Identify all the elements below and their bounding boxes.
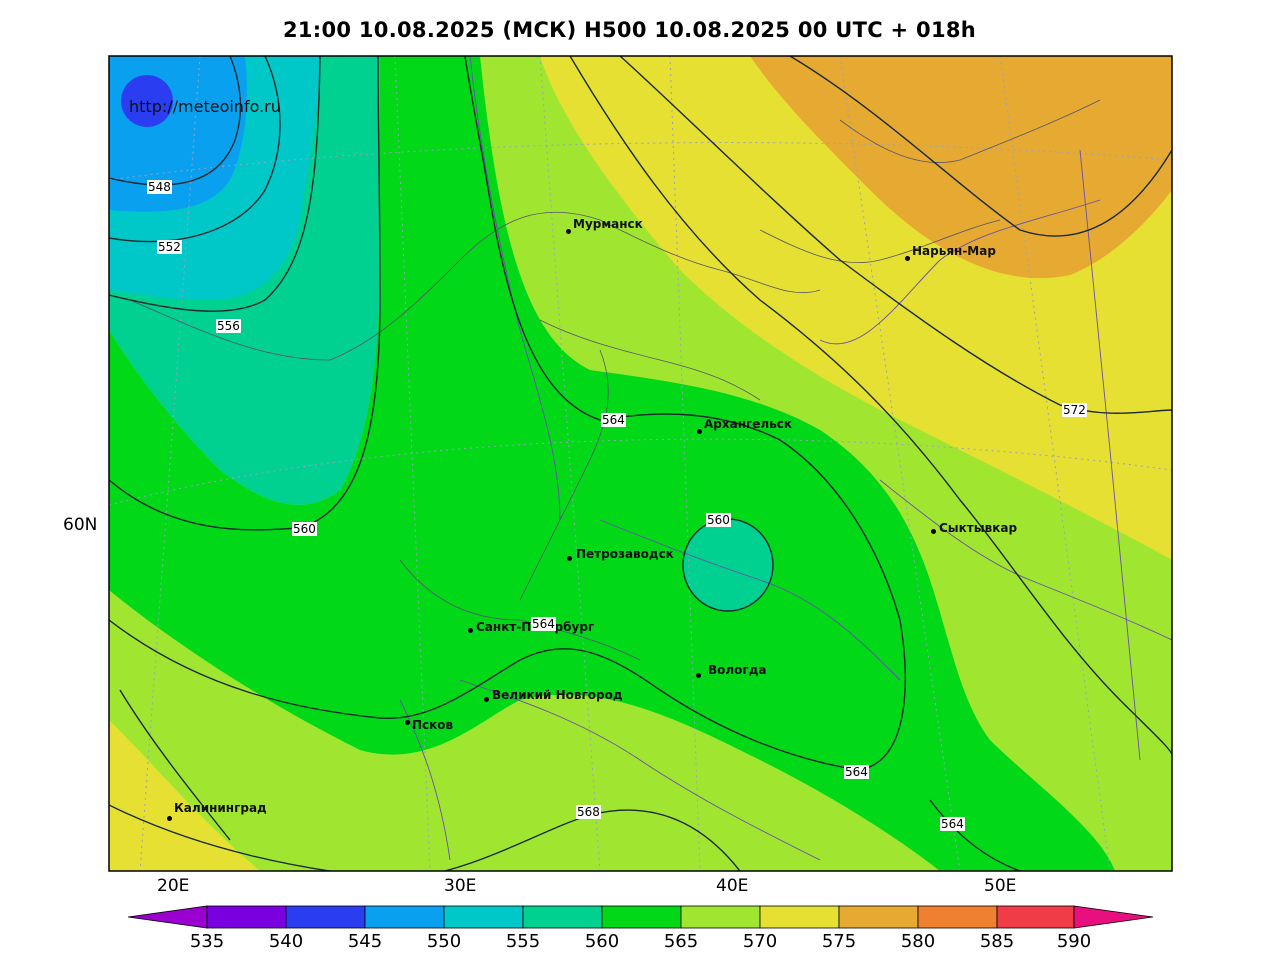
admin-borders — [399, 56, 1172, 861]
fill-580 — [750, 56, 1172, 279]
colorbar-cell — [285, 905, 366, 929]
colorbar-label: 545 — [347, 931, 383, 952]
colorbar-label: 550 — [426, 931, 462, 952]
city-veliky-novgorod: Великий Новгород — [492, 688, 623, 702]
contour-label: 548 — [147, 180, 172, 194]
colorbar-label: 540 — [268, 931, 304, 952]
city-arkhangelsk: Архангельск — [704, 417, 793, 431]
colorbar-cell — [601, 905, 682, 929]
contour-label: 552 — [157, 240, 182, 254]
colorbar-cell — [838, 905, 919, 929]
colorbar-label: 560 — [584, 931, 620, 952]
city-marker — [905, 256, 910, 261]
city-marker — [468, 628, 473, 633]
map-title: 21:00 10.08.2025 (МСК) H500 10.08.2025 0… — [282, 18, 977, 42]
fill-545 — [121, 75, 173, 127]
lon-label-30e: 30E — [444, 876, 477, 896]
city-vologda: Вологда — [708, 663, 767, 677]
city-petrozavodsk: Петрозаводск — [576, 547, 674, 561]
map-fill-layer — [109, 56, 1172, 871]
colorbar-label: 555 — [505, 931, 541, 952]
contour-label: 564 — [940, 817, 965, 831]
colorbar-label: 575 — [821, 931, 857, 952]
colorbar-label: 580 — [900, 931, 936, 952]
city-marker — [931, 529, 936, 534]
city-pskov: Псков — [412, 718, 454, 732]
city-marker — [567, 556, 572, 561]
source-url: http://meteoinfo.ru — [129, 97, 281, 116]
colorbar-label: 585 — [979, 931, 1015, 952]
contour-label: 556 — [216, 319, 241, 333]
colorbar-cell — [996, 905, 1075, 929]
colorbar-cell — [206, 905, 287, 929]
contour-label: 560 — [292, 522, 317, 536]
colorbar-label: 590 — [1056, 931, 1092, 952]
contour-label: 568 — [576, 805, 601, 819]
fill-565 — [109, 56, 1115, 871]
contour-label: 564 — [531, 617, 556, 631]
graticule — [109, 56, 1172, 871]
lat-label-60n: 60N — [63, 515, 98, 535]
city-marker — [566, 229, 571, 234]
city-marker — [167, 816, 172, 821]
colorbar-cell — [364, 905, 445, 929]
city-kaliningrad: Калининград — [174, 801, 267, 815]
city-marker — [696, 673, 701, 678]
city-murmansk: Мурманск — [573, 217, 643, 231]
colorbar-label: 570 — [742, 931, 778, 952]
colorbar-left-arrow — [127, 905, 208, 929]
colorbar-label: 565 — [663, 931, 699, 952]
colorbar-cell — [759, 905, 840, 929]
lon-label-20e: 20E — [157, 876, 190, 896]
city-marker — [484, 697, 489, 702]
city-syktyvkar: Сыктывкар — [939, 521, 1018, 535]
map-frame — [108, 55, 1173, 872]
lon-label-40e: 40E — [716, 876, 749, 896]
contour-label: 564 — [844, 765, 869, 779]
colorbar-cell — [443, 905, 524, 929]
colorbar-cell — [522, 905, 603, 929]
city-marker — [405, 720, 410, 725]
city-marker — [697, 429, 702, 434]
city-naryan-mar: Нарьян-Мар — [912, 244, 996, 258]
contour-label: 560 — [706, 513, 731, 527]
colorbar-label: 535 — [189, 931, 225, 952]
contour-label: 572 — [1062, 403, 1087, 417]
fill-560-center — [683, 519, 773, 611]
colorbar-cell — [917, 905, 998, 929]
colorbar — [127, 905, 1154, 929]
contour-label: 564 — [601, 413, 626, 427]
colorbar-cell — [680, 905, 761, 929]
colorbar-right-arrow — [1073, 905, 1154, 929]
lon-label-50e: 50E — [984, 876, 1017, 896]
fill-575-sw — [109, 720, 260, 871]
